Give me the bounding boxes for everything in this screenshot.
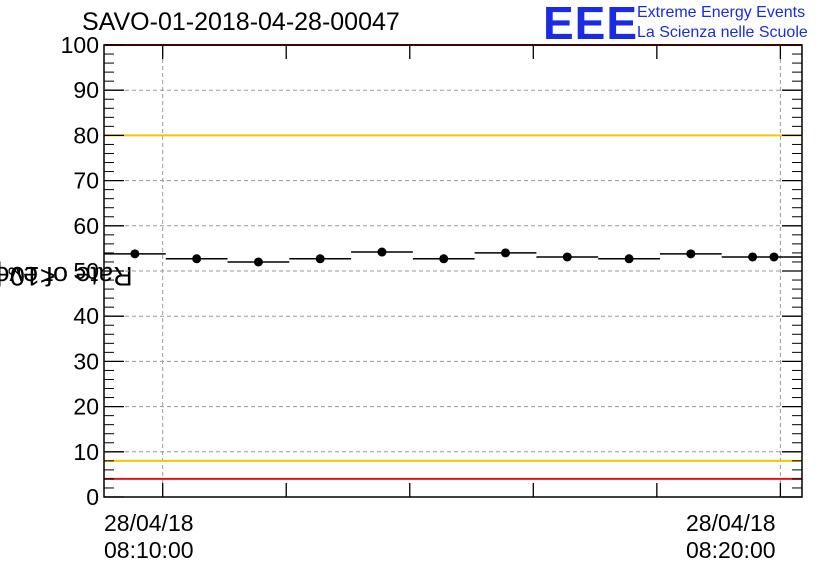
y-tick-label: 50 <box>73 258 99 284</box>
axis-ticks <box>104 44 802 498</box>
y-tick-label: 70 <box>73 168 99 194</box>
x-tick-label-end: 28/04/18 08:20:00 <box>686 510 776 564</box>
reference-lines <box>104 44 802 480</box>
y-tick-label: 90 <box>73 77 99 103</box>
data-points <box>104 247 802 267</box>
data-point <box>748 252 758 262</box>
y-tick-label: 40 <box>73 303 99 329</box>
x-tick-time-end: 08:20:00 <box>686 537 776 563</box>
data-point <box>253 257 263 267</box>
plot-frame <box>103 44 803 498</box>
x-tick-date-start: 28/04/18 <box>104 510 194 536</box>
x-tick-label-start: 28/04/18 08:10:00 <box>104 510 194 564</box>
y-tick-label: 80 <box>73 122 99 148</box>
data-point <box>315 254 325 264</box>
y-tick-label: 30 <box>73 348 99 374</box>
y-tick-label: 20 <box>73 394 99 420</box>
data-point <box>562 252 572 262</box>
eee-logo-mark: EEE <box>543 0 639 49</box>
data-point <box>501 248 511 258</box>
data-point <box>130 249 140 259</box>
data-point <box>377 247 387 257</box>
data-point <box>192 254 202 264</box>
y-tick-label: 0 <box>86 484 99 510</box>
x-tick-time-start: 08:10:00 <box>104 537 194 563</box>
chart-title: SAVO-01-2018-04-28-00047 <box>82 8 400 36</box>
data-point <box>769 252 779 262</box>
y-tick-label: 10 <box>73 439 99 465</box>
data-point <box>624 254 634 264</box>
data-point <box>439 254 449 264</box>
y-tick-label: 60 <box>73 213 99 239</box>
x-tick-date-end: 28/04/18 <box>686 510 776 536</box>
logo-line-2: La Scienza nelle Scuole <box>637 24 808 41</box>
logo-line-1: Extreme Energy Events <box>637 4 806 21</box>
data-point <box>686 249 696 259</box>
y-tick-label: 100 <box>61 32 99 58</box>
y-tick-labels: 0 10 20 30 40 50 60 70 80 90 100 <box>61 32 99 510</box>
grid-layer <box>104 45 802 497</box>
